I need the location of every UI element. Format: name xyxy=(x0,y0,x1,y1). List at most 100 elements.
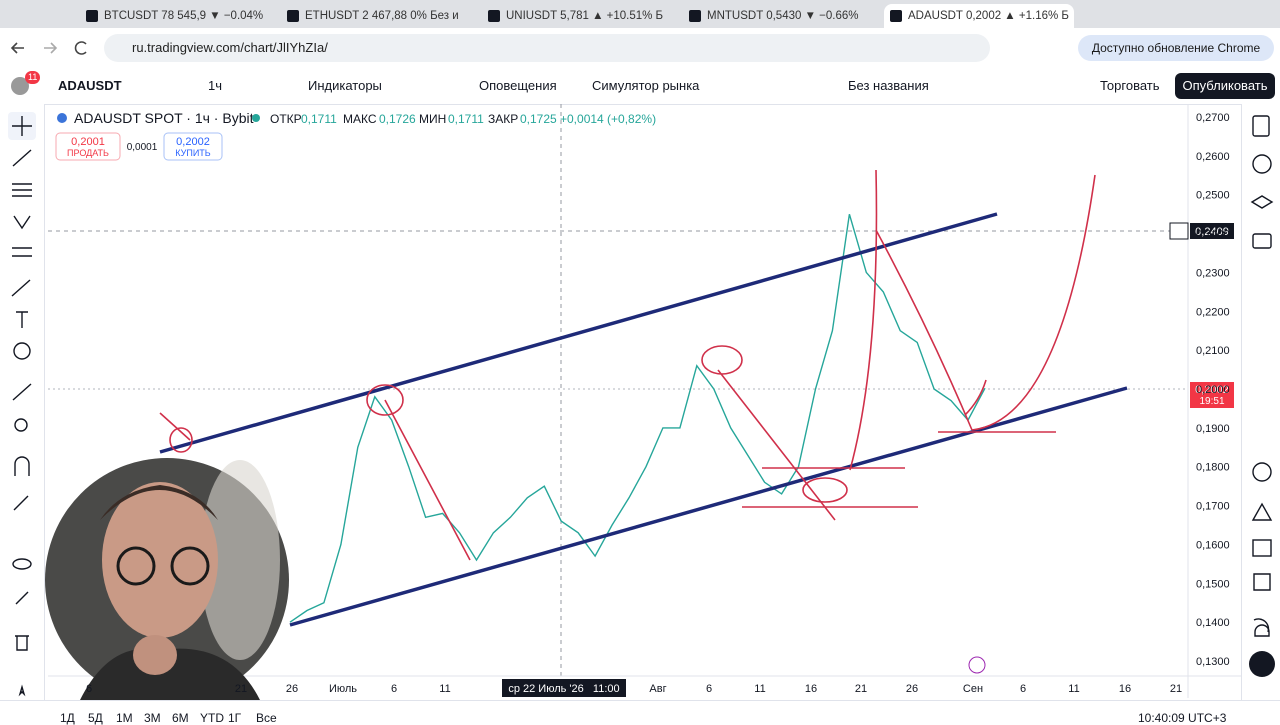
browser-tab[interactable]: ADAUSDT 0,2002 ▲ +1.16% Б xyxy=(884,4,1074,28)
legend-o: 0,1711 xyxy=(301,112,337,126)
annotations xyxy=(159,169,1096,561)
bottom-bar: 1Д 5Д 1М 3М 6М YTD 1Г Все 10:40:09 UTC+3 xyxy=(0,700,1280,725)
chart-toolbar: 11 ADAUSDT 1ч Индикаторы Оповещения Симу… xyxy=(0,68,1280,105)
price-tick-label: 0,2300 xyxy=(1196,267,1230,279)
crosshair-price-box xyxy=(1190,223,1234,239)
right-sidebar xyxy=(1241,104,1280,700)
time-tick-label: 21 xyxy=(1170,683,1182,695)
channel-bottom xyxy=(289,386,1128,627)
time-tick-label: 21 xyxy=(235,683,247,695)
time-tick-label: 16 xyxy=(1119,683,1131,695)
channel-top xyxy=(159,212,998,454)
legend-h: 0,1726 xyxy=(379,112,416,126)
legend-title: ADAUSDT SPOT · 1ч · Bybit xyxy=(74,110,254,126)
price-tick-label: 0,1300 xyxy=(1196,656,1230,668)
range-button[interactable]: 3М xyxy=(144,711,161,725)
price-tick-label: 0,2600 xyxy=(1196,151,1230,163)
layout-name[interactable]: Без названия xyxy=(848,78,929,93)
sidebar-icons[interactable] xyxy=(1242,104,1280,700)
chart-area[interactable]: 0,2409 0,2002 19:51 ср 22 Июль '26 11:00… xyxy=(45,104,1241,700)
time-tick-label: 6 xyxy=(86,683,92,695)
symbol[interactable]: ADAUSDT xyxy=(58,78,122,93)
legend-change: +0,0014 (+0,82%) xyxy=(560,112,656,126)
time-tick-label: 6 xyxy=(1020,683,1026,695)
price-tick-label: 0,1800 xyxy=(1196,462,1230,474)
price-line xyxy=(289,214,986,623)
tool-icons[interactable] xyxy=(0,104,44,700)
price-tick-label: 0,2200 xyxy=(1196,306,1230,318)
browser-tab[interactable]: MNTUSDT 0,5430 ▼ −0.66% xyxy=(683,4,873,28)
nav-buttons[interactable] xyxy=(8,38,98,58)
sell-price: 0,2001 xyxy=(71,136,105,148)
time-tick-label: Авг xyxy=(649,683,666,695)
time-tick-label: 11 xyxy=(439,683,450,695)
time-tick-label: 11 xyxy=(754,683,765,695)
webcam xyxy=(45,458,289,700)
legend-l: 0,1711 xyxy=(448,112,484,126)
crosshair-plus[interactable] xyxy=(1169,222,1189,240)
range-button[interactable]: 5Д xyxy=(88,711,103,725)
update-button[interactable]: Доступно обновление Chrome xyxy=(1078,35,1274,61)
buy-button[interactable] xyxy=(163,132,223,161)
price-tick-label: 0,2400 xyxy=(1196,229,1230,241)
range-button[interactable]: 6М xyxy=(172,711,189,725)
trade[interactable]: Торговать xyxy=(1100,78,1160,93)
sell-button[interactable] xyxy=(55,132,121,161)
time-tick-label: 6 xyxy=(391,683,397,695)
price-tick-label: 0,1400 xyxy=(1196,617,1230,629)
time-tick-label: 16 xyxy=(805,683,817,695)
time-tick-label: 6 xyxy=(706,683,712,695)
trade-buttons: 0,2001 ПРОДАТЬ 0,0001 0,2002 КУПИТЬ xyxy=(55,132,223,161)
badge: 11 xyxy=(25,71,41,84)
range-button[interactable]: 1М xyxy=(116,711,133,725)
time-tick-label: 21 xyxy=(855,683,867,695)
url-bar[interactable]: ru.tradingview.com/chart/JlIYhZIa/ xyxy=(104,34,990,62)
sell-label: ПРОДАТЬ xyxy=(67,148,109,158)
crosshair-price: 0,2409 xyxy=(1195,226,1229,238)
replay[interactable]: Симулятор рынка xyxy=(592,78,700,93)
clock: 10:40:09 UTC+3 xyxy=(1138,711,1227,725)
price-tick-label: 0,2000 xyxy=(1196,384,1230,396)
price-tick-label: 0,1900 xyxy=(1196,423,1230,435)
legend-h-label: МАКС xyxy=(343,112,377,126)
alerts[interactable]: Оповещения xyxy=(479,78,557,93)
price-tick-label: 0,2500 xyxy=(1196,190,1230,202)
time-tick-label: Июль xyxy=(329,683,357,695)
countdown: 19:51 xyxy=(1199,396,1224,407)
logo xyxy=(11,77,29,95)
price-tick-label: 0,1500 xyxy=(1196,578,1230,590)
legend-l-label: МИН xyxy=(419,112,446,126)
interval[interactable]: 1ч xyxy=(208,78,223,93)
browser-tab[interactable]: BTCUSDT 78 545,9 ▼ −0.04% xyxy=(80,4,270,28)
range-button[interactable]: 1Г xyxy=(228,711,242,725)
legend-c-label: ЗАКР xyxy=(488,112,518,126)
price-tick-label: 0,1600 xyxy=(1196,539,1230,551)
price-tick-label: 0,1700 xyxy=(1196,501,1230,513)
drawing-toolbar xyxy=(0,104,45,700)
price-tick-label: 0,2700 xyxy=(1196,112,1230,124)
crosshair-time: ср 22 Июль '26 11:00 xyxy=(508,683,619,695)
buy-label: КУПИТЬ xyxy=(175,148,210,158)
crosshair-time-box xyxy=(502,679,626,697)
time-tick-label: 26 xyxy=(906,683,918,695)
legend: ADAUSDT SPOT · 1ч · Bybit ОТКР 0,1711 МА… xyxy=(57,110,656,126)
browser-tab[interactable]: UNIUSDT 5,781 ▲ +10.51% Б xyxy=(482,4,672,28)
browser-tab[interactable]: ETHUSDT 2 467,88 0% Без и xyxy=(281,4,471,28)
time-tick-label: Сен xyxy=(963,683,983,695)
event-marker[interactable] xyxy=(968,656,986,674)
time-tick-label: 11 xyxy=(1068,683,1079,695)
spread: 0,0001 xyxy=(127,142,158,153)
range-button[interactable]: Все xyxy=(256,711,277,725)
indicators[interactable]: Индикаторы xyxy=(308,78,382,93)
range-button[interactable]: YTD xyxy=(200,711,224,725)
last-price-box xyxy=(1190,382,1234,408)
legend-o-label: ОТКР xyxy=(270,112,302,126)
price-tick-label: 0,2100 xyxy=(1196,345,1230,357)
legend-c: 0,1725 xyxy=(520,112,557,126)
publish-button[interactable]: Опубликовать xyxy=(1175,73,1275,99)
last-price: 0,2002 xyxy=(1195,384,1229,396)
time-tick-label: 26 xyxy=(286,683,298,695)
range-button[interactable]: 1Д xyxy=(60,711,75,725)
buy-price: 0,2002 xyxy=(176,136,210,148)
